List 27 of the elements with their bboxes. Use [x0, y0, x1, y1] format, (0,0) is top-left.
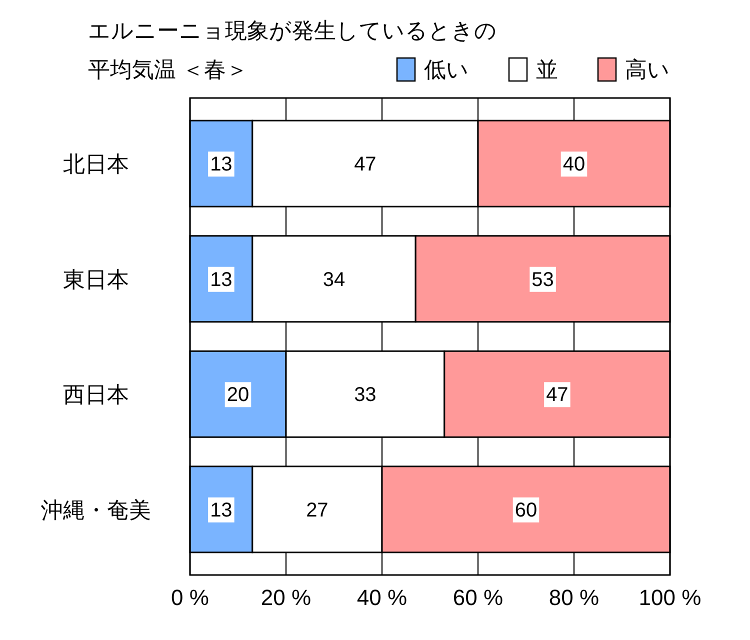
data-label: 20	[226, 384, 250, 406]
chart-title: エルニーニョ現象が発生しているときの	[88, 18, 497, 43]
chart-subtitle: 平均気温 ＜春＞	[88, 57, 248, 82]
y-tick-label: 西日本	[63, 382, 129, 408]
data-label: 34	[322, 268, 346, 291]
data-label: 40	[562, 154, 586, 176]
data-label: 53	[532, 268, 554, 291]
y-tick-label: 北日本	[63, 152, 129, 177]
x-tick-label: 40 %	[356, 585, 408, 610]
y-tick-label: 東日本	[63, 266, 129, 292]
x-tick-label: 60 %	[452, 585, 504, 610]
data-label: 13	[210, 268, 232, 291]
data-label: 13	[210, 154, 232, 176]
data-label: 13	[210, 499, 232, 522]
x-tick-label: 80 %	[548, 585, 600, 610]
legend-label: 低い	[424, 57, 469, 82]
legend-label: 高い	[625, 57, 670, 82]
y-tick-label: 沖縄・奄美	[41, 497, 151, 522]
legend-label: 並	[536, 57, 558, 82]
data-label: 33	[354, 384, 376, 406]
data-label: 47	[546, 384, 568, 406]
data-label: 60	[514, 499, 538, 522]
data-label: 27	[306, 499, 328, 522]
x-tick-label: 20 %	[260, 585, 312, 610]
x-tick-label: 100 %	[638, 585, 702, 610]
data-label: 47	[354, 154, 376, 176]
x-tick-label: 0 %	[171, 585, 209, 610]
